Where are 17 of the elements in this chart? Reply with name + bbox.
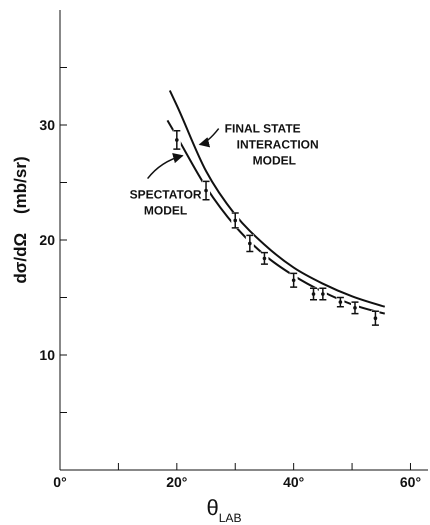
x-tick-label: 20° — [166, 474, 188, 490]
y-axis-title: dσ/dΩ (mb/sr) — [11, 156, 30, 284]
point — [248, 242, 252, 246]
y-tick-label: 20 — [39, 232, 56, 248]
point — [175, 138, 179, 142]
point — [292, 278, 296, 282]
x-axis-title: θ$_{LAB}$ — [206, 495, 242, 525]
x-tick-label: 0° — [53, 474, 67, 490]
y-tick-label: 10 — [39, 346, 56, 363]
annotation: SPECTATOR MODEL — [130, 188, 202, 218]
x-tick-label: 40° — [283, 474, 304, 490]
point — [233, 218, 238, 222]
y-tick-label: 30 — [39, 116, 56, 133]
x-tick-label: 60° — [400, 474, 422, 490]
point — [374, 316, 378, 320]
point — [204, 188, 208, 192]
annotation: FINAL STATE INTERACTION MODEL — [224, 122, 319, 168]
